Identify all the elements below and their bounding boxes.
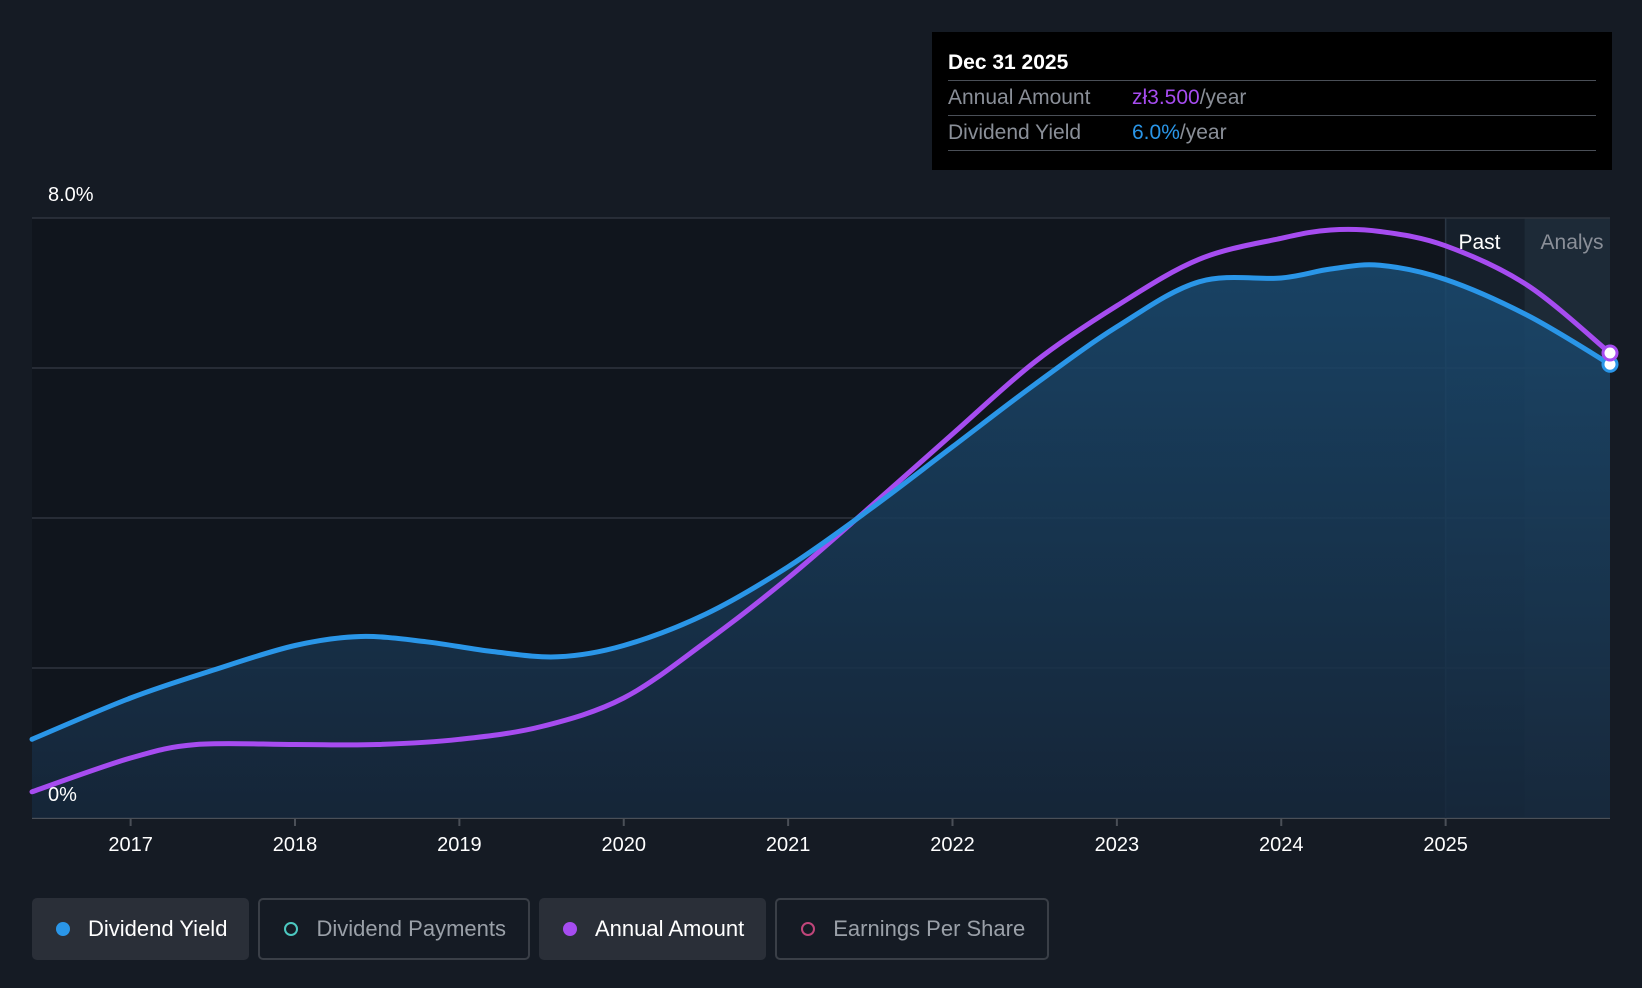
legend-dividend-yield[interactable]: Dividend Yield [32, 898, 250, 960]
legend-label: Dividend Yield [88, 916, 228, 941]
tooltip-date: Dec 31 2025 [948, 51, 1069, 74]
tooltip-unit: /year [1199, 86, 1247, 109]
legend-label: Earnings Per Share [833, 916, 1026, 941]
legend-annual-amount[interactable]: Annual Amount [538, 898, 767, 960]
tooltip-value: zł3.500 [1132, 86, 1200, 109]
legend-dividend-payments[interactable]: Dividend Payments [258, 898, 530, 960]
tooltip: Dec 31 2025 Annual Amount zł3.500 /year … [932, 32, 1612, 170]
x-tick-label: 2019 [437, 834, 482, 856]
x-tick-label: 2024 [1259, 834, 1304, 856]
dividend-yield-area [32, 264, 1610, 818]
tooltip-label: Dividend Yield [948, 121, 1082, 144]
tooltip-row-annual-amount: Annual Amount zł3.500 /year [948, 80, 1596, 115]
y-axis-max-label: 8.0% [48, 184, 94, 206]
x-tick-label: 2022 [930, 834, 975, 856]
legend: Dividend Yield Dividend Payments Annual … [32, 898, 1058, 960]
legend-label: Annual Amount [594, 916, 745, 941]
x-tick-label: 2020 [602, 834, 647, 856]
tooltip-label: Annual Amount [948, 86, 1091, 109]
legend-label: Dividend Payments [316, 916, 506, 941]
x-tick-label: 2021 [766, 834, 811, 856]
x-tick-label: 2023 [1095, 834, 1140, 856]
legend-earnings-per-share[interactable]: Earnings Per Share [775, 898, 1050, 960]
legend-dot-icon [284, 922, 299, 936]
dividend-yield-line [29, 262, 1613, 742]
analyst-label: Analys [1541, 231, 1604, 254]
x-tick-label: 2018 [273, 834, 318, 856]
legend-dot-icon [801, 922, 816, 936]
x-tick-label: 2025 [1423, 834, 1468, 856]
past-label: Past [1458, 231, 1500, 254]
tooltip-value: 6.0% [1132, 121, 1180, 144]
y-axis-min-label: 0% [48, 784, 77, 806]
legend-dot-icon [56, 922, 70, 936]
annual-amount-end-point [1601, 344, 1619, 362]
tooltip-unit: /year [1179, 121, 1227, 144]
tooltip-row-dividend-yield: Dividend Yield 6.0% /year [948, 115, 1596, 151]
x-tick-label: 2017 [108, 834, 153, 856]
legend-dot-icon [562, 922, 577, 936]
